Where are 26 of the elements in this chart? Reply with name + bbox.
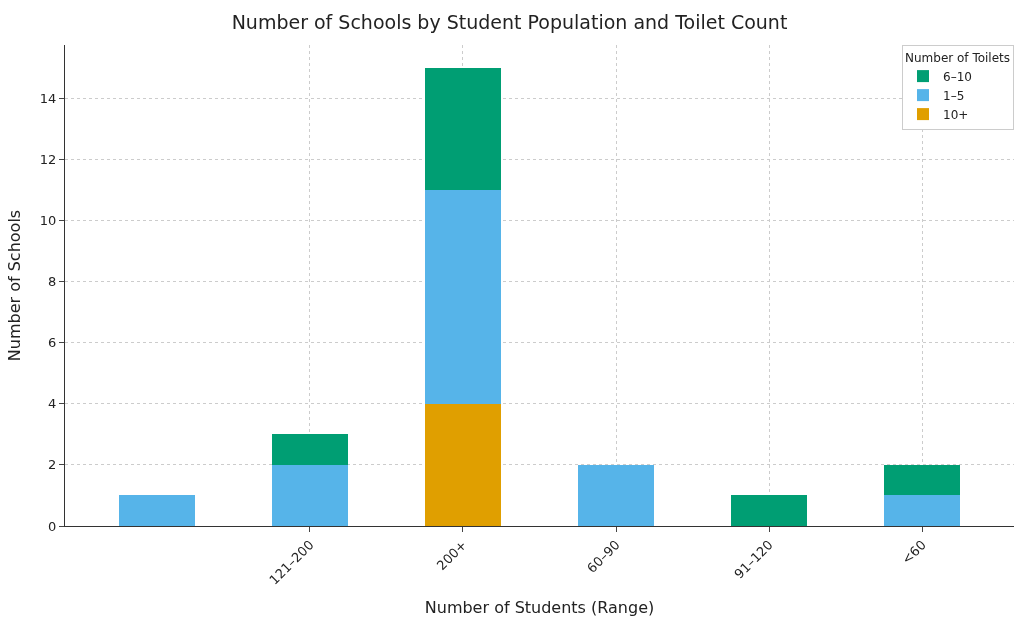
bar bbox=[424, 190, 502, 404]
bar bbox=[730, 495, 808, 526]
bar bbox=[883, 464, 961, 496]
bar bbox=[424, 67, 502, 191]
bar bbox=[118, 495, 196, 526]
legend-title: Number of Toilets bbox=[905, 50, 1011, 65]
x-tick-label: <60 bbox=[898, 537, 929, 568]
bar bbox=[424, 403, 502, 526]
x-axis-title: Number of Students (Range) bbox=[424, 598, 655, 618]
chart-title: Number of Schools by Student Population and Toilet Count bbox=[231, 10, 788, 33]
legend-label: 1–5 bbox=[943, 88, 965, 103]
y-tick-label: 14 bbox=[39, 90, 57, 106]
y-tick-label: 12 bbox=[39, 152, 57, 168]
y-tick-label: 4 bbox=[48, 396, 57, 412]
y-tick-label: 8 bbox=[48, 274, 57, 290]
y-tick-label: 10 bbox=[39, 213, 57, 229]
legend-label: 6–10 bbox=[943, 69, 972, 84]
bar bbox=[271, 464, 349, 526]
bar bbox=[271, 434, 349, 465]
y-axis-title: Number of Schools bbox=[4, 209, 24, 362]
legend-label: 10+ bbox=[943, 107, 969, 122]
y-tick-label: 2 bbox=[48, 457, 57, 473]
y-tick-label: 6 bbox=[48, 335, 57, 351]
y-tick-label: 0 bbox=[48, 518, 57, 534]
bar bbox=[883, 495, 961, 526]
bar bbox=[577, 464, 655, 526]
